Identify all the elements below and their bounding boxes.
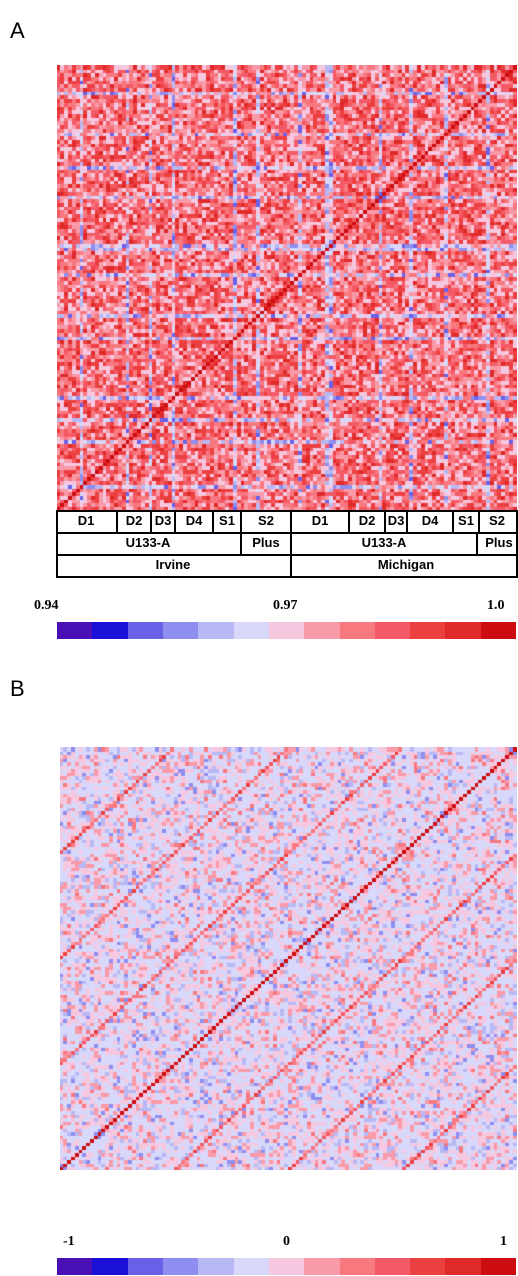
donor-label: D4 [406,512,452,532]
donor-label: S1 [452,512,478,532]
ann-row-lab: Irvine Michigan [56,556,518,576]
colorbar-swatch [410,622,446,639]
heatmap-b [60,747,517,1170]
panel-b-letter: B [10,676,25,701]
platform-label: U133-A [125,535,171,550]
platform-label: Plus [476,534,518,554]
colorbar-swatch [233,622,269,639]
colorbar-b-mid-label: 0 [283,1234,290,1249]
donor-label: D3 [150,512,174,532]
platform-label: Plus [240,534,290,554]
colorbar-swatch [92,622,128,639]
ann-line [56,554,518,556]
colorbar-swatch [268,622,305,639]
panel-a-letter: A [10,18,25,43]
lab-label: Michigan [290,556,518,576]
colorbar-swatch [304,1258,340,1275]
colorbar-b-max-label: 1 [500,1234,507,1249]
colorbar-swatch [162,1258,199,1275]
colorbar-swatch [480,1258,517,1275]
colorbar-swatch [374,622,411,639]
colorbar-swatch [339,1258,375,1275]
colorbar-swatch [480,622,517,639]
colorbar-b-min-label: -1 [63,1234,75,1249]
donor-label: D4 [174,512,212,532]
lab-label: Irvine [155,557,191,572]
annotation-table-a: D1 D2 D3 D4 S1 S2 D1 D2 D3 D4 S1 S2 U133… [56,510,518,578]
donor-label: D2 [116,512,150,532]
colorbar-swatch [92,1258,128,1275]
donor-label: S2 [240,512,290,532]
donor-label: S1 [212,512,240,532]
colorbar-swatch [127,622,163,639]
colorbar-swatch [304,622,340,639]
colorbar-b [57,1258,517,1275]
colorbar-swatch [268,1258,305,1275]
donor-label: S2 [478,512,518,532]
ann-row-platform: U133-A Plus U133-A Plus [56,534,518,554]
donor-label: D3 [384,512,406,532]
colorbar-a-mid-label: 0.97 [273,598,298,613]
colorbar-swatch [339,622,375,639]
colorbar-swatch [445,1258,481,1275]
colorbar-swatch [162,622,199,639]
ann-line [56,576,518,578]
colorbar-swatch [410,1258,446,1275]
colorbar-swatch [57,622,93,639]
colorbar-swatch [198,622,234,639]
ann-row-donor: D1 D2 D3 D4 S1 S2 D1 D2 D3 D4 S1 S2 [56,512,518,532]
colorbar-swatch [127,1258,163,1275]
colorbar-swatch [57,1258,93,1275]
platform-label: U133-A [290,534,476,554]
colorbar-a-max-label: 1.0 [487,598,505,613]
colorbar-swatch [198,1258,234,1275]
heatmap-a [57,65,517,510]
ann-line [56,532,518,534]
donor-label: D1 [290,512,348,532]
colorbar-swatch [445,622,481,639]
colorbar-a-min-label: 0.94 [34,598,59,613]
ann-line [56,510,518,512]
colorbar-swatch [233,1258,269,1275]
colorbar-a [57,622,517,639]
donor-label: D1 [77,513,95,528]
colorbar-swatch [374,1258,411,1275]
donor-label: D2 [348,512,384,532]
